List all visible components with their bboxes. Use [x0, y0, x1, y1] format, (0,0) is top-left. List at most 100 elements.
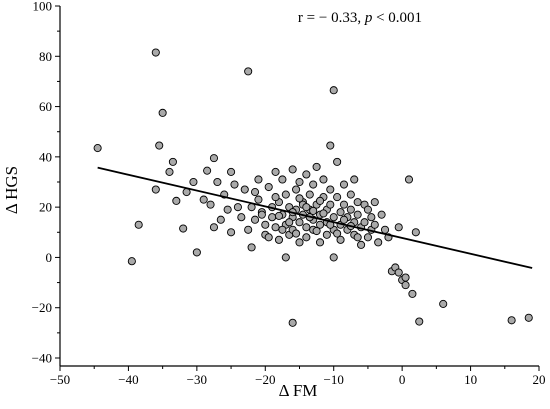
- data-point: [353, 233, 362, 242]
- data-point: [363, 205, 372, 214]
- data-point: [302, 223, 311, 232]
- data-point: [278, 225, 287, 234]
- data-point: [295, 238, 304, 247]
- data-point: [230, 180, 239, 189]
- data-point: [302, 233, 311, 242]
- data-point: [227, 228, 236, 237]
- data-point: [254, 195, 263, 204]
- data-point: [244, 225, 253, 234]
- data-point: [127, 257, 136, 266]
- data-point: [339, 200, 349, 209]
- data-point: [394, 268, 403, 277]
- data-point: [439, 299, 448, 308]
- data-point: [264, 182, 273, 192]
- x-tick-label: −20: [255, 372, 275, 387]
- data-point: [223, 205, 232, 214]
- data-point: [179, 224, 188, 233]
- data-point: [278, 175, 287, 184]
- data-point: [401, 281, 410, 290]
- data-point: [329, 253, 338, 262]
- x-axis-title: Δ FM: [279, 381, 318, 400]
- data-point: [250, 215, 260, 224]
- data-point: [322, 230, 331, 239]
- y-tick-label: 60: [39, 99, 52, 114]
- data-point: [357, 240, 366, 249]
- data-point: [237, 213, 246, 222]
- data-point: [292, 229, 301, 238]
- data-point: [274, 211, 284, 220]
- data-point: [165, 167, 174, 176]
- data-point: [309, 206, 318, 215]
- data-point: [155, 141, 164, 150]
- data-point: [326, 141, 335, 150]
- x-ticks: −50 −40 −30 −20 −10 0 10 20: [50, 366, 546, 387]
- data-point: [285, 218, 294, 227]
- data-point: [333, 157, 342, 166]
- data-point: [336, 235, 345, 244]
- data-point: [264, 233, 273, 242]
- data-point: [353, 210, 362, 219]
- data-point: [350, 175, 359, 184]
- data-point: [240, 185, 249, 194]
- data-point: [209, 223, 219, 232]
- data-point: [339, 180, 349, 189]
- data-point: [302, 203, 311, 212]
- data-point: [415, 317, 424, 326]
- data-point: [319, 209, 328, 218]
- x-tick-label: −40: [118, 372, 138, 387]
- data-point: [329, 86, 338, 95]
- data-point: [315, 238, 325, 247]
- data-point: [370, 220, 379, 229]
- data-point: [312, 226, 321, 236]
- data-point: [151, 48, 160, 57]
- data-point: [257, 210, 266, 219]
- data-point: [274, 235, 284, 244]
- data-point: [247, 243, 256, 252]
- data-point: [189, 177, 198, 187]
- data-point: [374, 238, 383, 247]
- data-point: [158, 108, 167, 117]
- data-points: [93, 48, 533, 327]
- data-point: [312, 162, 321, 171]
- trend-line: [97, 166, 533, 269]
- data-point: [151, 185, 160, 194]
- data-point: [408, 289, 417, 298]
- data-point: [333, 229, 342, 238]
- data-point: [268, 213, 277, 222]
- annotation-p-symbol: p: [364, 10, 373, 26]
- data-point: [206, 200, 215, 209]
- data-point: [192, 248, 201, 257]
- x-tick-label: 20: [533, 372, 546, 387]
- x-tick-label: −10: [324, 372, 344, 387]
- data-point: [524, 313, 533, 322]
- data-point: [404, 175, 414, 184]
- data-point: [329, 213, 338, 222]
- data-point: [261, 220, 270, 229]
- data-point: [93, 144, 102, 153]
- data-point: [209, 154, 219, 163]
- data-point: [295, 194, 304, 203]
- x-tick-label: 0: [399, 372, 406, 387]
- data-point: [213, 177, 222, 187]
- data-point: [401, 273, 410, 282]
- data-point: [271, 167, 280, 176]
- data-point: [360, 218, 369, 227]
- y-tick-label: 40: [39, 149, 52, 164]
- x-tick-label: −50: [50, 372, 70, 387]
- data-point: [326, 200, 335, 209]
- data-point: [339, 215, 349, 224]
- data-point: [288, 318, 297, 327]
- data-point: [353, 198, 362, 207]
- data-point: [216, 215, 225, 224]
- data-point: [380, 225, 390, 234]
- data-point: [227, 167, 236, 176]
- data-point: [281, 190, 290, 199]
- y-tick-label: 80: [39, 49, 52, 64]
- annotation-prefix: r = − 0.33,: [298, 10, 365, 26]
- data-point: [292, 185, 301, 194]
- data-point: [172, 196, 181, 205]
- data-point: [411, 228, 420, 237]
- data-point: [326, 185, 335, 194]
